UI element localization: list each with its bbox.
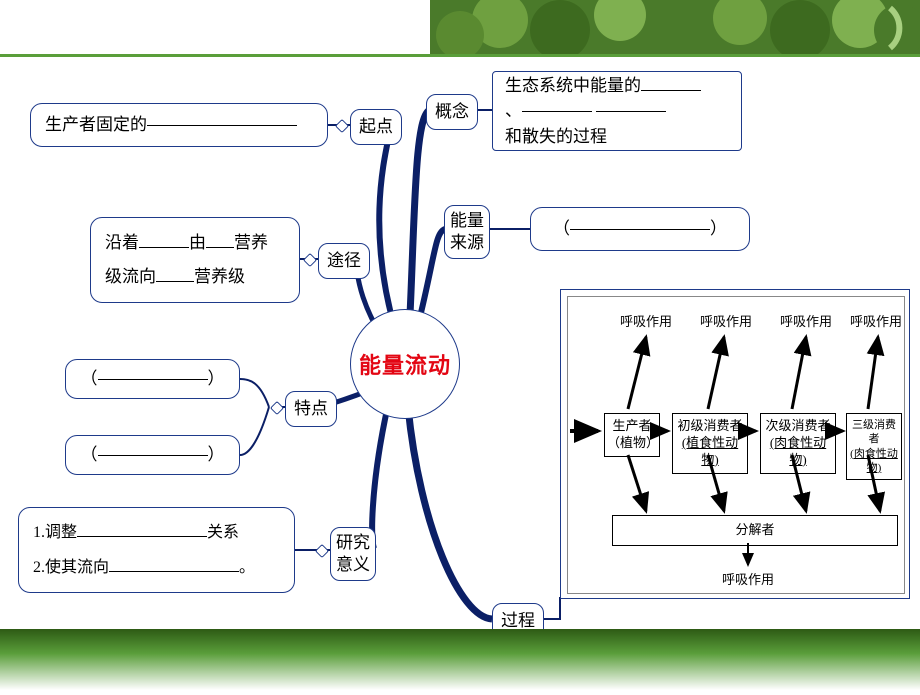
branch-start: 起点 <box>350 109 402 145</box>
branch-start-label: 起点 <box>359 114 393 140</box>
path-content: 沿着 由 营养 级流向 营养级 <box>90 217 300 303</box>
m-2b: 。 <box>239 559 255 576</box>
footer-banner <box>0 629 920 690</box>
process-diagram-frame: 呼吸作用 呼吸作用 呼吸作用 呼吸作用 生产者（植物） 初级消费者(植食性动物)… <box>560 289 910 599</box>
m-1b: 关系 <box>207 524 239 541</box>
meaning-content: 1.调整 关系 2.使其流向 。 <box>18 507 295 593</box>
start-content: 生产者固定的 <box>30 103 328 147</box>
concept-t3: 和散失的过程 <box>505 127 607 146</box>
branch-meaning-label: 研究意义 <box>335 532 371 576</box>
diagram-arrows <box>568 297 906 595</box>
feature-item-2: （） <box>65 435 240 475</box>
feature-item-1: （） <box>65 359 240 399</box>
branch-meaning: 研究意义 <box>330 527 376 581</box>
process-diagram-inner: 呼吸作用 呼吸作用 呼吸作用 呼吸作用 生产者（植物） 初级消费者(植食性动物)… <box>567 296 905 594</box>
branch-source-label: 能量来源 <box>449 210 485 254</box>
path-1b: 由 <box>189 233 206 252</box>
footer-gradient <box>0 629 920 690</box>
branch-source: 能量来源 <box>444 205 490 259</box>
branch-path: 途径 <box>318 243 370 279</box>
branch-concept-label: 概念 <box>435 99 469 125</box>
path-2a: 级流向 <box>105 267 156 286</box>
source-content: （） <box>530 207 750 251</box>
path-1a: 沿着 <box>105 233 139 252</box>
branch-feature-label: 特点 <box>294 396 328 422</box>
branch-concept: 概念 <box>426 94 478 130</box>
concept-t1: 生态系统中能量的 <box>505 76 641 95</box>
path-1c: 营养 <box>234 233 268 252</box>
concept-content: 生态系统中能量的 、 和散失的过程 <box>492 71 742 151</box>
start-text: 生产者固定的 <box>45 112 147 138</box>
center-label: 能量流动 <box>359 348 451 380</box>
m-1a: 1.调整 <box>33 524 77 541</box>
joint-feature <box>270 401 284 415</box>
header-banner <box>0 0 920 54</box>
concept-t2: 、 <box>505 101 522 120</box>
slide-area: 能量流动 概念 生态系统中能量的 、 和散失的过程 起点 生产者固定的 能量来源… <box>0 57 920 629</box>
header-foliage <box>0 0 920 54</box>
m-2a: 2.使其流向 <box>33 559 109 576</box>
joint-meaning <box>315 544 329 558</box>
branch-path-label: 途径 <box>327 248 361 274</box>
branch-feature: 特点 <box>285 391 337 427</box>
center-node: 能量流动 <box>350 309 460 419</box>
joint-start <box>335 119 349 133</box>
joint-path <box>303 253 317 267</box>
path-2b: 营养级 <box>194 267 245 286</box>
